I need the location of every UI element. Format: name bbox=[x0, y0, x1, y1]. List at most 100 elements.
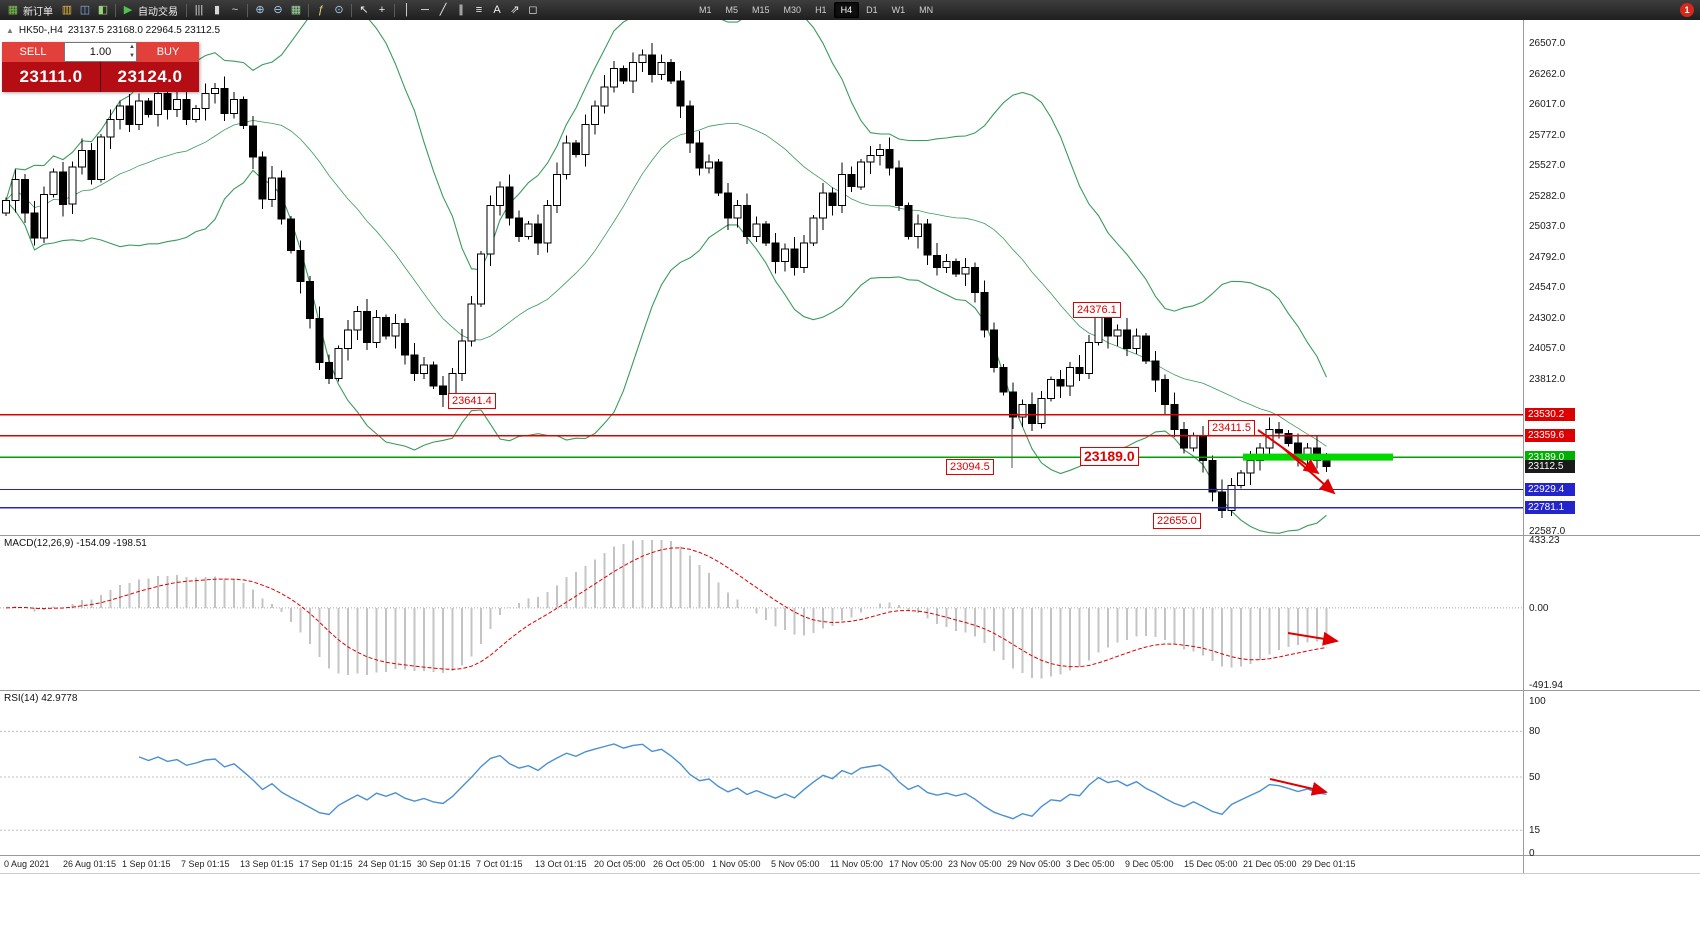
price-tag: 23530.2 bbox=[1525, 408, 1575, 421]
period-icon[interactable]: ⊙ bbox=[334, 4, 344, 16]
time-scale-label: 29 Nov 05:00 bbox=[1007, 859, 1061, 869]
time-scale-label: 7 Oct 01:15 bbox=[476, 859, 523, 869]
rsi-indicator-panel[interactable] bbox=[0, 690, 1523, 855]
shapes-icon[interactable]: ◻ bbox=[528, 4, 538, 16]
auto-trading-icon[interactable]: ▶ bbox=[123, 4, 133, 16]
candlestick-chart-icon[interactable]: ▮ bbox=[213, 4, 221, 16]
price-tag: 22929.4 bbox=[1525, 483, 1575, 496]
navigator-icon[interactable]: ◧ bbox=[97, 4, 109, 16]
toolbar-separator bbox=[308, 3, 309, 17]
time-scale-label: 26 Aug 01:15 bbox=[63, 859, 117, 869]
toolbar: ▦ 新订单 ▥ ◫ ◧ ▶ 自动交易 ||| ▮ ~ ⊕ ⊖ ▦ ƒ ⊙ ↖ + │ ─ ╱ ∥ ≡ A ⇗ ◻ M1 M5 M15 M… bbox=[0, 0, 1700, 20]
price-annotation-label[interactable]: 24376.1 bbox=[1073, 302, 1121, 318]
panel-divider[interactable] bbox=[0, 535, 1700, 536]
rsi-scale-label: 0 bbox=[1529, 848, 1535, 859]
time-axis[interactable]: 0 Aug 2021 26 Aug 01:15 1 Sep 01:15 7 Sep 0… bbox=[0, 856, 1523, 872]
macd-scale-label: -491.94 bbox=[1529, 680, 1563, 691]
timeframe-button-m30[interactable]: M30 bbox=[783, 5, 802, 15]
macd-scale-label: 433.23 bbox=[1529, 535, 1560, 546]
market-watch-icon[interactable]: ▥ bbox=[61, 4, 73, 16]
price-axis[interactable]: 26507.0 26262.0 26017.0 25772.0 25527.0 25282… bbox=[1524, 0, 1700, 944]
toolbar-separator bbox=[115, 3, 116, 17]
zoom-out-icon[interactable]: ⊖ bbox=[273, 4, 283, 16]
data-window-icon[interactable]: ◫ bbox=[79, 4, 91, 16]
timeframe-button-h4[interactable]: H4 bbox=[833, 2, 860, 18]
price-tag: 22781.1 bbox=[1525, 501, 1575, 514]
volume-value: 1.00 bbox=[89, 46, 112, 58]
horizontal-line-icon[interactable]: ─ bbox=[421, 4, 429, 16]
tile-windows-icon[interactable]: ▦ bbox=[290, 4, 302, 16]
timeframe-button-m1[interactable]: M1 bbox=[699, 5, 712, 15]
timeframe-button-m5[interactable]: M5 bbox=[725, 5, 739, 15]
symbol-period-label: HK50-,H4 bbox=[18, 25, 63, 36]
sell-price[interactable]: 23111.0 bbox=[2, 62, 100, 92]
candlestick-chart[interactable] bbox=[0, 20, 1523, 535]
time-scale-label: 26 Oct 05:00 bbox=[653, 859, 705, 869]
window-edge bbox=[0, 873, 1700, 874]
price-annotation-label[interactable]: 22655.0 bbox=[1153, 513, 1201, 529]
rsi-scale-label: 15 bbox=[1529, 825, 1541, 836]
notification-badge[interactable]: 1 bbox=[1680, 3, 1694, 17]
time-scale-label: 15 Dec 05:00 bbox=[1184, 859, 1238, 869]
chart-header: ▲ HK50-,H4 23137.5 23168.0 22964.5 23112… bbox=[6, 25, 220, 36]
trendline-icon[interactable]: ╱ bbox=[439, 4, 447, 16]
sell-button[interactable]: SELL bbox=[2, 42, 64, 62]
time-scale-label: 3 Dec 05:00 bbox=[1066, 859, 1115, 869]
time-scale-label: 13 Oct 01:15 bbox=[535, 859, 587, 869]
one-click-trading-panel: SELL 1.00 ▲ ▼ BUY 23111.0 23124.0 bbox=[2, 42, 199, 92]
timeframe-button-h1[interactable]: H1 bbox=[815, 5, 827, 15]
price-annotation-label[interactable]: 23411.5 bbox=[1208, 420, 1255, 436]
fibonacci-icon[interactable]: ≡ bbox=[475, 4, 483, 16]
price-tag: 23359.6 bbox=[1525, 429, 1575, 442]
panel-divider[interactable] bbox=[0, 690, 1700, 691]
line-chart-icon[interactable]: ~ bbox=[231, 4, 239, 16]
price-annotation-label[interactable]: 23094.5 bbox=[946, 459, 994, 475]
spinner-up-icon[interactable]: ▲ bbox=[129, 44, 135, 50]
buy-price[interactable]: 23124.0 bbox=[101, 62, 199, 92]
zoom-in-icon[interactable]: ⊕ bbox=[255, 4, 265, 16]
arrows-tool-icon[interactable]: ⇗ bbox=[510, 4, 520, 16]
price-scale-label: 26017.0 bbox=[1529, 99, 1566, 110]
volume-input[interactable]: 1.00 ▲ ▼ bbox=[64, 42, 137, 62]
macd-indicator-panel[interactable] bbox=[0, 535, 1523, 690]
price-annotation-label[interactable]: 23641.4 bbox=[448, 393, 496, 409]
price-tag: 23112.5 bbox=[1525, 460, 1575, 473]
rsi-scale-label: 100 bbox=[1529, 696, 1546, 707]
bar-chart-icon[interactable]: ||| bbox=[194, 4, 204, 16]
price-scale-label: 24792.0 bbox=[1529, 252, 1566, 263]
price-scale-label: 26507.0 bbox=[1529, 38, 1566, 49]
auto-trading-button[interactable]: 自动交易 bbox=[138, 6, 178, 18]
indicators-icon[interactable]: ƒ bbox=[317, 4, 325, 16]
price-scale-label: 25527.0 bbox=[1529, 160, 1566, 171]
time-scale-label: 1 Nov 05:00 bbox=[712, 859, 761, 869]
timeframe-button-w1[interactable]: W1 bbox=[891, 5, 906, 15]
time-scale-label: 0 Aug 2021 bbox=[4, 859, 50, 869]
time-scale-label: 17 Nov 05:00 bbox=[889, 859, 943, 869]
vertical-line-icon[interactable]: │ bbox=[403, 4, 411, 16]
time-scale-label: 11 Nov 05:00 bbox=[830, 859, 883, 869]
macd-scale-label: 0.00 bbox=[1529, 603, 1549, 614]
price-annotation-label[interactable]: 23189.0 bbox=[1080, 447, 1139, 466]
rsi-label: RSI(14) 42.9778 bbox=[4, 693, 78, 704]
timeframe-button-mn[interactable]: MN bbox=[919, 5, 934, 15]
timeframe-button-m15[interactable]: M15 bbox=[752, 5, 770, 15]
volume-spinner[interactable]: ▲ ▼ bbox=[129, 43, 135, 61]
text-icon[interactable]: A bbox=[493, 4, 501, 16]
cursor-icon[interactable]: ↖ bbox=[359, 4, 369, 16]
price-scale-label: 26262.0 bbox=[1529, 69, 1566, 80]
toolbar-separator bbox=[186, 3, 187, 17]
buy-button[interactable]: BUY bbox=[137, 42, 199, 62]
rsi-scale-label: 80 bbox=[1529, 726, 1541, 737]
crosshair-icon[interactable]: + bbox=[378, 4, 386, 16]
price-scale-label: 25282.0 bbox=[1529, 191, 1566, 202]
price-scale-label: 24547.0 bbox=[1529, 282, 1566, 293]
new-order-button[interactable]: 新订单 bbox=[23, 6, 53, 18]
time-scale-label: 21 Dec 05:00 bbox=[1243, 859, 1297, 869]
price-scale-label: 25772.0 bbox=[1529, 130, 1566, 141]
timeframe-button-d1[interactable]: D1 bbox=[866, 5, 878, 15]
toolbar-separator bbox=[247, 3, 248, 17]
spinner-down-icon[interactable]: ▼ bbox=[129, 53, 135, 59]
channel-icon[interactable]: ∥ bbox=[458, 4, 464, 16]
price-scale-label: 22587.0 bbox=[1529, 526, 1566, 537]
new-order-icon[interactable]: ▦ bbox=[7, 4, 19, 16]
